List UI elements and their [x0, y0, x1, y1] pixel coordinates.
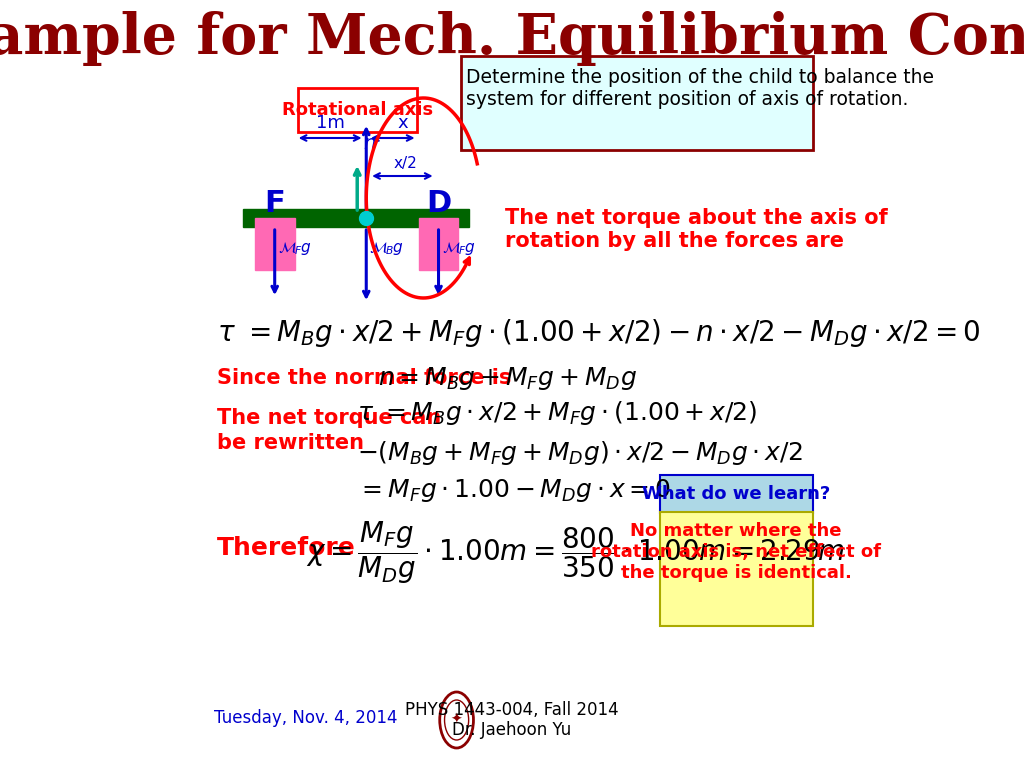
Text: ✦: ✦: [451, 713, 463, 727]
Text: The net torque can: The net torque can: [217, 408, 441, 428]
Text: x/2: x/2: [393, 156, 417, 171]
Text: $n=M_{B}g+M_{F}g+M_{D}g$: $n=M_{B}g+M_{F}g+M_{D}g$: [378, 365, 637, 392]
Text: Example for Mech. Equilibrium Cont’d: Example for Mech. Equilibrium Cont’d: [0, 11, 1024, 65]
Text: Tuesday, Nov. 4, 2014: Tuesday, Nov. 4, 2014: [214, 709, 397, 727]
Text: What do we learn?: What do we learn?: [642, 485, 830, 503]
Text: Dr. Jaehoon Yu: Dr. Jaehoon Yu: [453, 721, 571, 739]
Text: Since the normal force is: Since the normal force is: [217, 368, 511, 388]
Text: Determine the position of the child to balance the
system for different position: Determine the position of the child to b…: [466, 68, 934, 109]
Text: $\chi=\dfrac{M_{F}g}{M_{D}g}\cdot1.00m=\dfrac{800}{350}\cdot1.00m=2.29m$: $\chi=\dfrac{M_{F}g}{M_{D}g}\cdot1.00m=\…: [306, 520, 845, 586]
Bar: [243, 209, 469, 227]
Text: $\tau\ =M_{B}g\cdot x/2+M_{F}g\cdot\left(1.00+x/2\right)-n\cdot x/2-M_{D}g\cdot : $\tau\ =M_{B}g\cdot x/2+M_{F}g\cdot\left…: [217, 317, 981, 349]
Text: $\mathcal{M}_{\!F}g$: $\mathcal{M}_{\!F}g$: [278, 240, 311, 257]
Text: Therefore: Therefore: [217, 536, 355, 560]
Text: 1m: 1m: [315, 114, 344, 132]
Text: $\mathcal{M}_{\!F}g$: $\mathcal{M}_{\!F}g$: [441, 240, 475, 257]
Text: $=M_{F}g\cdot 1.00-M_{D}g\cdot x=0$: $=M_{F}g\cdot 1.00-M_{D}g\cdot x=0$: [357, 476, 671, 504]
Text: $n$: $n$: [364, 134, 376, 153]
Text: Rotational axis: Rotational axis: [282, 101, 433, 119]
FancyBboxPatch shape: [659, 475, 812, 513]
Text: No matter where the
rotation axis is, net effect of
the torque is identical.: No matter where the rotation axis is, ne…: [591, 522, 881, 581]
Bar: [419, 218, 459, 270]
FancyBboxPatch shape: [659, 512, 812, 626]
Text: $\mathcal{M}_{\!B}g$: $\mathcal{M}_{\!B}g$: [370, 240, 404, 257]
FancyBboxPatch shape: [462, 56, 813, 150]
FancyBboxPatch shape: [298, 88, 418, 132]
Bar: [255, 218, 295, 270]
Text: F: F: [264, 188, 285, 217]
Text: The net torque about the axis of
rotation by all the forces are: The net torque about the axis of rotatio…: [505, 208, 888, 251]
Text: x: x: [397, 114, 408, 132]
Text: be rewritten: be rewritten: [217, 433, 364, 453]
Text: D: D: [426, 188, 452, 217]
Text: $\tau\ =M_{B}g\cdot x/2+M_{F}g\cdot\left(1.00+x/2\right)$: $\tau\ =M_{B}g\cdot x/2+M_{F}g\cdot\left…: [357, 399, 758, 427]
Text: PHYS 1443-004, Fall 2014: PHYS 1443-004, Fall 2014: [406, 701, 618, 719]
Text: $-\left(M_{B}g+M_{F}g+M_{D}g\right)\cdot x/2-M_{D}g\cdot x/2$: $-\left(M_{B}g+M_{F}g+M_{D}g\right)\cdot…: [357, 439, 803, 467]
